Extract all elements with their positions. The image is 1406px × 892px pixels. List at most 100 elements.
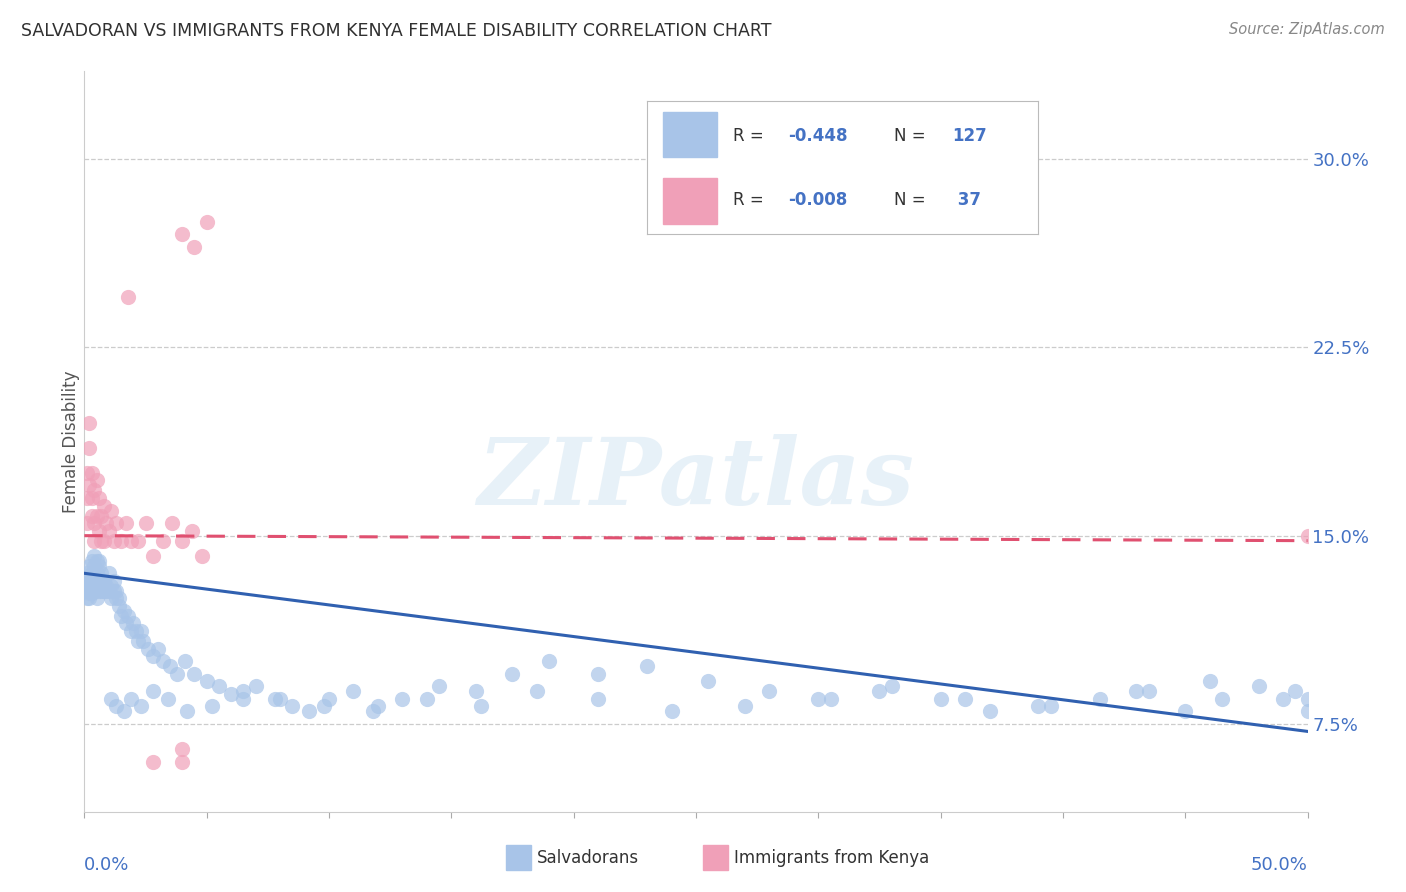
Point (1296, 529, 1319, 543)
Point (76, 491, 98, 505)
Point (502, 666, 524, 681)
Point (105, 583, 128, 598)
Point (298, 704, 321, 718)
Point (195, 674, 218, 689)
Point (232, 691, 254, 706)
Point (83, 516, 105, 530)
Point (112, 604, 135, 618)
Point (807, 691, 830, 706)
Point (232, 684, 254, 698)
Point (129, 624, 152, 638)
Point (636, 659, 658, 673)
Point (1211, 691, 1233, 706)
Point (110, 533, 132, 548)
Point (77, 574, 100, 588)
Point (80, 554, 103, 568)
Point (76, 583, 98, 598)
Point (172, 742, 194, 756)
Point (103, 533, 125, 548)
Point (103, 574, 125, 588)
Point (77, 441, 100, 455)
Point (87, 571, 110, 585)
Point (125, 624, 148, 638)
Point (464, 684, 486, 698)
Point (342, 684, 364, 698)
Point (120, 533, 142, 548)
Point (77, 586, 100, 600)
Point (105, 516, 128, 530)
Point (93, 574, 115, 588)
Point (87, 491, 110, 505)
Point (87, 583, 110, 598)
Point (83, 549, 105, 563)
Point (173, 654, 195, 668)
Point (112, 704, 135, 718)
Point (142, 649, 165, 664)
Point (122, 616, 145, 631)
Point (100, 503, 122, 517)
Point (90, 508, 112, 523)
Point (86, 566, 108, 581)
Point (880, 679, 903, 693)
Point (183, 666, 205, 681)
Point (87, 524, 110, 538)
Point (87, 574, 110, 588)
Point (97, 583, 120, 598)
Point (86, 474, 108, 488)
Point (219, 687, 242, 701)
Point (734, 699, 756, 714)
Point (156, 691, 179, 706)
Point (90, 533, 112, 548)
Point (100, 579, 122, 593)
Point (77, 478, 100, 492)
Point (90, 574, 112, 588)
Point (135, 516, 157, 530)
Point (86, 591, 108, 606)
Point (86, 554, 108, 568)
Point (1272, 691, 1295, 706)
Point (142, 684, 165, 698)
Point (183, 240, 205, 254)
Point (929, 691, 952, 706)
Point (1137, 684, 1160, 698)
Point (77, 591, 100, 606)
Point (76, 574, 98, 588)
Point (83, 574, 105, 588)
Point (96, 579, 118, 593)
Point (176, 704, 198, 718)
Point (87, 554, 110, 568)
Text: Source: ZipAtlas.com: Source: ZipAtlas.com (1229, 22, 1385, 37)
Point (96, 583, 118, 598)
Point (80, 508, 103, 523)
Point (367, 699, 389, 714)
Point (105, 699, 128, 714)
Point (110, 609, 132, 624)
Point (181, 524, 204, 538)
Point (1296, 691, 1319, 706)
Point (314, 699, 336, 714)
Point (661, 704, 683, 718)
Text: 50.0%: 50.0% (1251, 856, 1308, 874)
Point (90, 566, 112, 581)
Point (538, 654, 561, 668)
Point (87, 558, 110, 573)
Point (93, 579, 115, 593)
Point (97, 566, 120, 581)
Point (80, 466, 103, 480)
Point (586, 691, 609, 706)
Point (93, 533, 115, 548)
Point (127, 634, 149, 648)
Point (1125, 684, 1147, 698)
Point (697, 674, 720, 689)
Point (953, 691, 976, 706)
Point (195, 215, 218, 229)
Point (264, 691, 287, 706)
Y-axis label: Female Disability: Female Disability (62, 370, 80, 513)
Point (191, 549, 214, 563)
Point (77, 571, 100, 585)
Point (1028, 699, 1050, 714)
Point (83, 533, 105, 548)
Point (361, 704, 384, 718)
Point (90, 583, 112, 598)
Point (100, 691, 122, 706)
